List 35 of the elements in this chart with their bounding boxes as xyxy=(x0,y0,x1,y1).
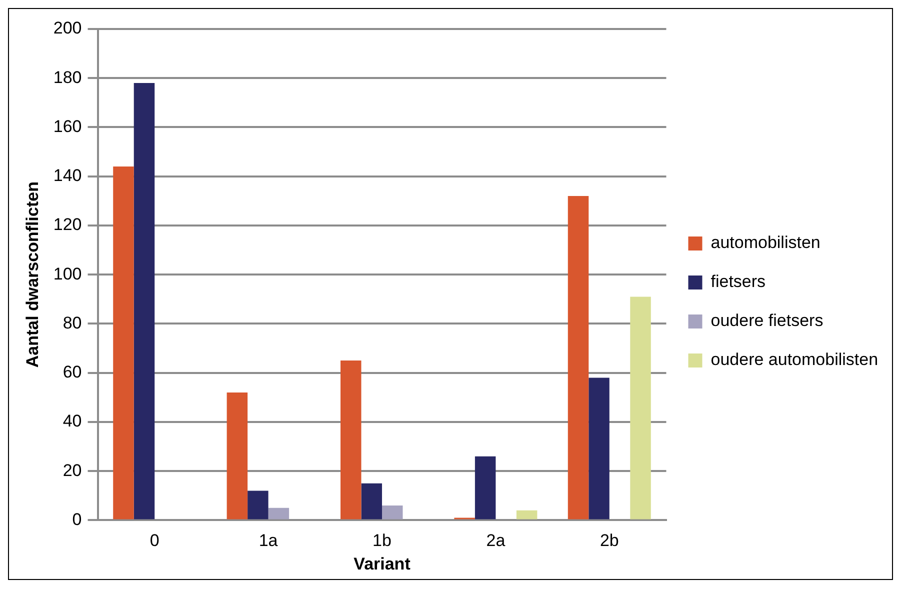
legend-label: oudere automobilisten xyxy=(710,350,878,370)
x-tick-label: 0 xyxy=(150,531,160,550)
y-tick-label: 20 xyxy=(62,460,82,480)
x-axis-title: Variant xyxy=(354,554,411,574)
bar xyxy=(588,378,610,520)
bar xyxy=(474,456,496,520)
y-tick-label: 120 xyxy=(53,215,82,234)
bar xyxy=(630,296,651,520)
y-tick-label: 60 xyxy=(62,362,82,382)
legend-label: automobilisten xyxy=(710,233,820,252)
x-tick-label: 2b xyxy=(600,531,619,550)
bar xyxy=(248,490,268,520)
y-tick-label: 40 xyxy=(62,412,82,431)
x-tick-label: 2a xyxy=(486,531,506,550)
y-axis-title: Aantal dwarsconflicten xyxy=(22,182,42,368)
bar xyxy=(382,505,403,520)
y-tick-label: 200 xyxy=(53,18,82,38)
y-tick-label: 80 xyxy=(62,313,82,332)
y-tick-label: 0 xyxy=(72,510,82,529)
y-tick-label: 180 xyxy=(53,68,82,87)
bar xyxy=(134,83,155,520)
bar xyxy=(113,166,134,520)
bar xyxy=(568,196,589,520)
bar xyxy=(516,510,538,520)
legend-label: oudere fietsers xyxy=(710,311,824,330)
x-tick-label: 1a xyxy=(258,531,278,550)
bar xyxy=(226,392,248,520)
legend-label: fietsers xyxy=(710,272,766,292)
bar xyxy=(361,483,382,520)
y-tick-label: 100 xyxy=(53,264,82,284)
x-tick-label: 1b xyxy=(372,531,392,550)
bar xyxy=(340,360,362,520)
y-tick-label: 140 xyxy=(53,166,82,186)
bar xyxy=(268,508,290,520)
y-tick-label: 160 xyxy=(53,116,82,136)
